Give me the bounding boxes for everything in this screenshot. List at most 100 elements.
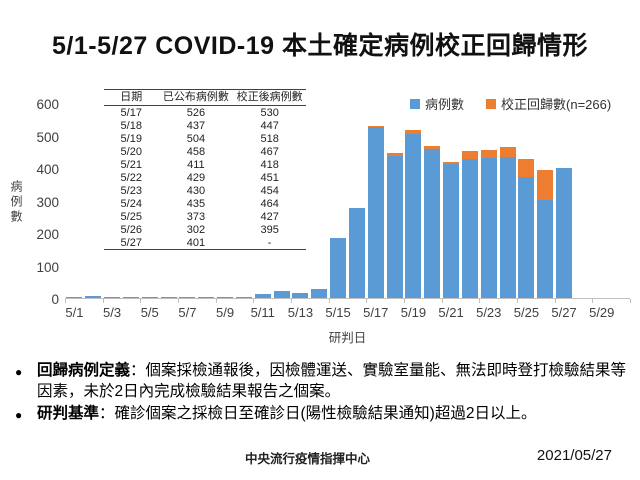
table-cell: 5/22: [120, 171, 142, 184]
table-row: 5/23 430 454: [104, 184, 306, 197]
x-axis-tick: [65, 299, 66, 303]
bar-backlog-5/21: [443, 162, 460, 165]
bar-cases-5/10: [235, 296, 252, 298]
bar-backlog-5/25: [518, 159, 535, 177]
bar-cases-5/18: [386, 155, 403, 298]
table-cell: 5/24: [120, 197, 142, 210]
note-text: 研判基準：確診個案之採檢日至確診日(陽性檢驗結果通知)超過2日以上。: [37, 403, 536, 425]
bar-cases-5/5: [141, 297, 158, 298]
note-text: 回歸病例定義：個案採檢通報後，因檢體運送、實驗室量能、無法即時登打檢驗結果等因素…: [37, 360, 629, 402]
bar-cases-5/9: [217, 297, 234, 298]
x-tick-label: 5/23: [476, 305, 502, 320]
table-row: 5/25 373 427: [104, 210, 306, 223]
bar-cases-5/11: [254, 294, 271, 298]
table-row: 5/22 429 451: [104, 171, 306, 184]
x-tick-label: 5/21: [438, 305, 464, 320]
bar-cases-5/13: [292, 292, 309, 298]
plot-area: 5/1 5/3 5/5 5/7 5/9 5/11 5/13 5/15 5/17 5/19 5/21 5…: [36, 97, 631, 320]
y-tick-label: 400: [36, 162, 59, 177]
bar-cases-5/26: [537, 199, 554, 298]
y-tick-label: 0: [51, 292, 59, 307]
x-axis-tick: [215, 299, 217, 303]
table-cell: 5/21: [120, 158, 142, 171]
x-tick-label: 5/17: [363, 305, 389, 320]
table-cell: 418: [260, 158, 279, 171]
y-tick-label: 300: [36, 194, 59, 210]
table-cell: -: [267, 236, 272, 249]
legend-item-cases: 病例數: [410, 94, 464, 113]
table-cell: 411: [187, 158, 205, 171]
bar-backlog-5/19: [405, 129, 422, 135]
table-cell: 373: [186, 210, 206, 223]
report-date: 2021/05/27: [536, 447, 612, 464]
bar-cases-5/21: [443, 164, 460, 298]
x-axis-tick: [441, 299, 443, 303]
x-tick-label: 5/7: [178, 305, 197, 320]
table-cell: 447: [260, 119, 279, 132]
x-axis-title: 研判日: [328, 331, 367, 345]
definition-notes: 回歸病例定義：個案採檢通報後，因檢體運送、實驗室量能、無法即時登打檢驗結果等因素…: [15, 360, 629, 426]
y-tick-label: 200: [36, 227, 59, 242]
bar-cases-5/12: [273, 291, 290, 298]
legend-label: 校正回歸數(n=266): [501, 97, 612, 112]
y-axis-title: 病例數: [9, 180, 23, 225]
table-row: 5/20 458 467: [104, 145, 306, 158]
covid-bar-chart: 病例數 5/1 5/3 5/5 5/7 5/9 5/11 5/13 5/15 5/17 5/19 5…: [0, 85, 640, 345]
bar-backlog-5/20: [424, 146, 441, 150]
legend-label: 病例數: [425, 97, 465, 112]
x-axis-tick: [328, 299, 330, 303]
table-cell: 504: [186, 132, 206, 145]
table-cell: 427: [260, 210, 279, 223]
bullet-icon: [15, 403, 37, 425]
bar-cases-5/4: [122, 297, 139, 298]
table-cell: 302: [186, 223, 206, 236]
table-cell: 530: [260, 106, 279, 119]
bar-backlog-5/18: [386, 152, 403, 156]
x-tick-label: 5/15: [325, 305, 351, 320]
x-tick-label: 5/11: [250, 305, 275, 320]
x-tick-label: 5/13: [287, 305, 314, 320]
bar-cases-5/17: [367, 127, 384, 298]
table-cell: 437: [186, 119, 206, 132]
table-cell: 395: [260, 223, 279, 236]
table: 日期 已公布病例數 校正後病例數 5/17 526 530 5/18 437 447 5/19 50…: [104, 89, 306, 250]
note-body: ：確診個案之採檢日至確診日(陽性檢驗結果通知)超過2日以上。: [99, 405, 537, 422]
x-tick-label: 5/3: [103, 305, 122, 320]
table-cell: 518: [260, 132, 279, 145]
y-tick-label: 100: [36, 259, 59, 275]
table-header-cell: 已公布病例數: [158, 89, 234, 106]
bar-cases-5/16: [348, 207, 365, 298]
bar-backlog-5/26: [537, 169, 554, 200]
bar-cases-5/24: [499, 156, 516, 298]
table-cell: 5/27: [120, 236, 142, 249]
x-axis-tick: [366, 299, 368, 303]
bar-backlog-5/17: [367, 125, 384, 128]
x-axis-tick: [291, 299, 292, 303]
table-cell: 464: [260, 197, 279, 210]
table-row: 5/18 437 447: [104, 119, 306, 132]
table-cell: 435: [186, 197, 206, 210]
bar-cases-5/23: [480, 158, 497, 298]
table-cell: 401: [186, 236, 206, 249]
table-row: 5/21 411 418: [104, 158, 306, 171]
table-cell: 5/19: [120, 132, 142, 145]
x-axis-tick: [479, 299, 481, 303]
note-label: 回歸病例定義: [37, 362, 131, 379]
bar-cases-5/19: [405, 134, 422, 298]
x-tick-label: 5/9: [216, 305, 235, 320]
table-row: 5/24 435 464: [104, 197, 306, 210]
table-cell: 430: [186, 184, 206, 197]
table-cell: 5/20: [120, 145, 142, 158]
x-tick-label: 5/25: [513, 305, 540, 320]
table-cell: 429: [186, 171, 206, 184]
table-cell: 526: [186, 106, 206, 119]
table-cell: 5/25: [120, 210, 142, 223]
x-axis-tick: [253, 299, 255, 303]
table-cell: 451: [260, 171, 279, 184]
bar-cases-5/7: [179, 297, 196, 298]
table-cell: 458: [186, 145, 206, 158]
table-cell: 5/18: [120, 119, 142, 132]
x-axis-tick: [554, 299, 556, 303]
x-axis-tick: [404, 299, 405, 303]
